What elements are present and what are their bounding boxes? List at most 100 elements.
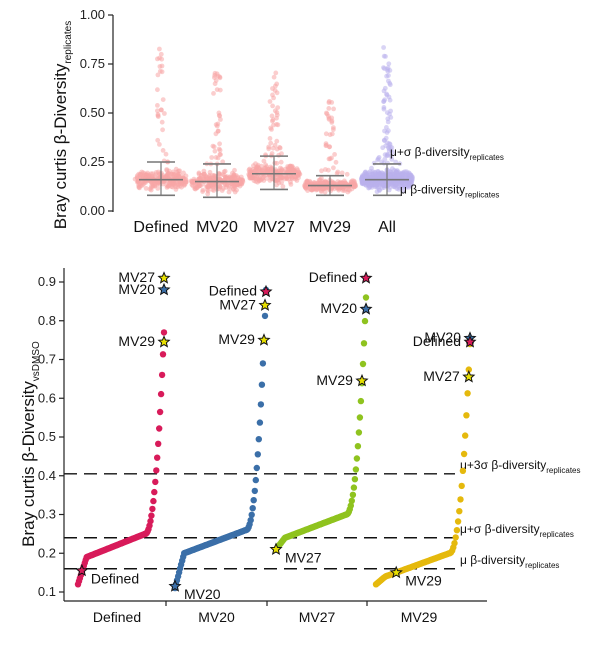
top-point <box>267 99 273 104</box>
top-point <box>226 185 232 191</box>
top-point <box>279 151 284 157</box>
bottom-point <box>155 440 162 447</box>
bottom-point <box>349 491 357 498</box>
top-point <box>259 163 264 169</box>
top-point <box>326 99 332 104</box>
bottom-y-tick-label: 0.7 <box>38 352 56 367</box>
top-stat-mv20 <box>195 163 239 199</box>
bottom-y-axis-label-sub: vsDMSO <box>31 341 42 381</box>
top-point <box>162 111 167 116</box>
top-point <box>344 171 350 177</box>
bottom-point <box>454 518 462 525</box>
top-point <box>155 87 160 93</box>
bottom-point <box>362 294 370 301</box>
bottom-y-tick-label: 0.5 <box>38 429 56 444</box>
top-point <box>379 185 385 191</box>
top-point <box>159 56 165 62</box>
bottom-y-axis-label: Bray curtis β-DiversityvsDMSO <box>19 341 42 547</box>
bottom-point <box>460 450 468 458</box>
top-points-mv27 <box>246 70 303 189</box>
top-annotations: μ+σ β-diversityreplicates μ β-diversityre… <box>390 145 504 200</box>
top-point <box>196 170 202 176</box>
bottom-point <box>156 425 163 432</box>
top-point <box>316 185 321 191</box>
top-y-axis: 0.00 0.25 0.50 0.75 1.00 <box>80 7 114 218</box>
top-stat-defined <box>139 161 183 197</box>
top-annotation: μ+σ β-diversityreplicates <box>390 145 504 162</box>
star-icon <box>157 282 171 296</box>
star-defined: Defined <box>413 333 477 349</box>
top-point <box>215 73 221 79</box>
top-point <box>143 186 149 191</box>
top-point <box>261 158 267 164</box>
top-point <box>334 171 340 176</box>
star-icon <box>355 373 369 387</box>
top-point <box>155 56 160 62</box>
top-categories: Defined MV20 MV27 MV29 All <box>133 219 395 236</box>
top-point <box>345 189 351 195</box>
top-stat-mv29 <box>308 174 352 197</box>
top-point <box>274 146 280 152</box>
bottom-point <box>459 467 467 474</box>
bottom-points-mv27 <box>272 294 370 553</box>
top-point <box>268 125 274 131</box>
top-point <box>274 81 280 87</box>
top-point <box>155 103 160 108</box>
top-point <box>323 131 329 137</box>
top-point <box>217 177 223 182</box>
top-stat-mv27 <box>252 155 296 191</box>
top-point <box>212 81 218 87</box>
top-point <box>165 171 171 177</box>
bottom-point <box>261 312 269 320</box>
bottom-point <box>148 512 155 519</box>
top-point <box>396 185 402 191</box>
top-y-axis-label: Bray curtis β-Diversityreplicates <box>51 21 74 229</box>
bottom-point <box>247 517 254 524</box>
top-point <box>386 148 392 154</box>
top-point <box>382 156 388 162</box>
top-point <box>278 159 284 165</box>
top-category-label: MV20 <box>196 219 238 236</box>
top-point <box>332 152 337 157</box>
top-point <box>326 106 332 111</box>
bottom-y-axis: 0.1 0.2 0.3 0.4 0.5 0.6 0.7 0.8 0.9 <box>38 268 487 606</box>
top-point <box>136 184 142 190</box>
top-point <box>382 128 387 134</box>
bottom-y-tick-label: 0.3 <box>38 507 56 522</box>
bottom-category-label: MV29 <box>401 609 438 625</box>
top-point <box>158 107 164 113</box>
bottom-point <box>156 408 164 416</box>
top-point <box>376 172 382 178</box>
threshold-label: μ β-diversityreplicates <box>460 553 559 570</box>
top-point <box>201 172 207 177</box>
top-point <box>280 184 286 189</box>
bottom-point <box>353 455 361 462</box>
top-point <box>273 70 279 76</box>
top-point <box>217 141 223 147</box>
star-label: MV20 <box>118 281 155 297</box>
top-point <box>155 72 161 78</box>
top-point <box>285 164 291 169</box>
bottom-point <box>256 419 264 426</box>
top-point <box>329 120 335 125</box>
star-label: Defined <box>91 571 139 587</box>
top-point <box>369 165 374 171</box>
top-category-label: Defined <box>133 219 188 236</box>
top-point <box>271 74 277 80</box>
top-category-label: MV27 <box>253 219 295 236</box>
top-point <box>387 82 393 88</box>
top-point <box>209 155 215 160</box>
top-point <box>292 174 298 180</box>
top-point <box>270 92 275 98</box>
top-point <box>387 141 393 147</box>
top-point <box>381 45 386 50</box>
bottom-point <box>453 527 461 534</box>
top-category-label: MV29 <box>309 219 351 236</box>
top-point <box>274 138 280 144</box>
top-point <box>201 176 206 182</box>
top-points-mv20 <box>188 70 246 197</box>
top-point <box>352 181 358 186</box>
bottom-y-tick-label: 0.4 <box>38 468 56 483</box>
top-point <box>268 176 274 182</box>
